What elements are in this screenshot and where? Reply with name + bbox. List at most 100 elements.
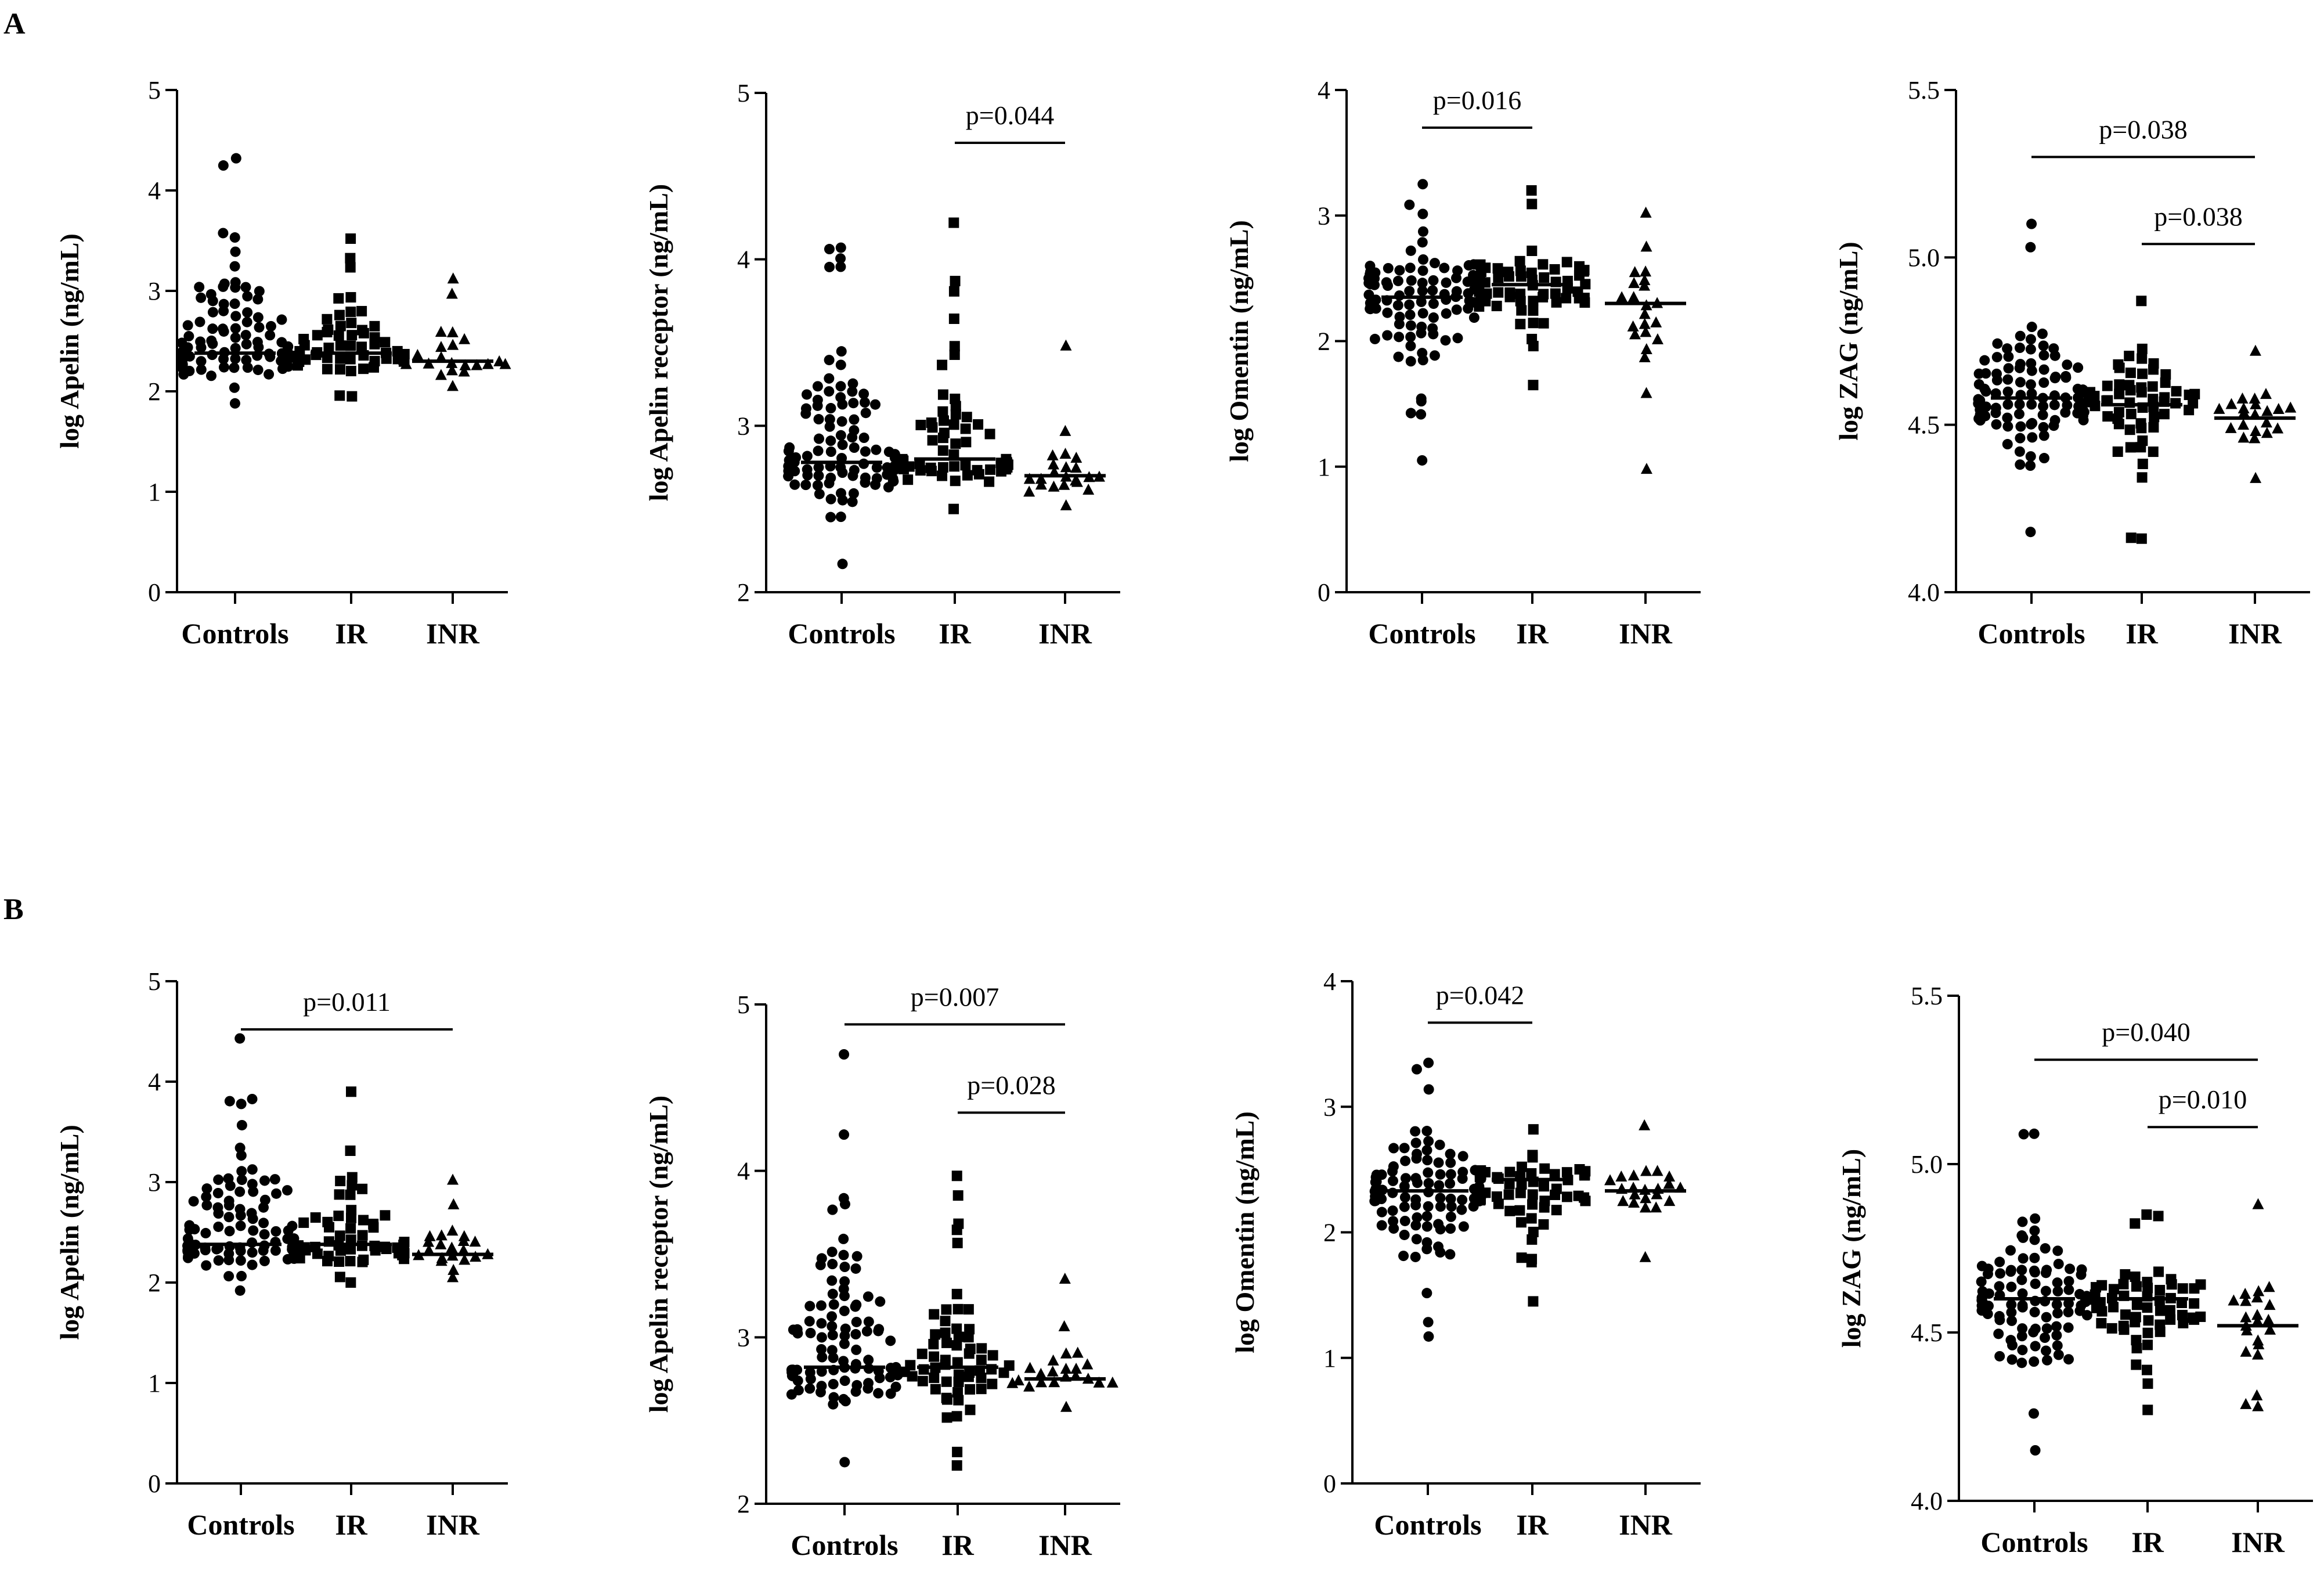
data-point-ir [1538,1181,1549,1192]
data-point-inr [2249,432,2261,444]
data-point-controls [859,397,870,408]
data-point-ir [2091,1302,2102,1313]
data-point-controls [850,1329,861,1340]
data-point-inr [446,326,459,337]
data-point-inr [499,358,511,369]
data-point-controls [229,232,240,243]
data-point-inr [1640,206,1652,218]
data-point-controls [194,282,205,293]
data-point-ir [2130,1272,2141,1283]
data-point-controls [229,382,240,393]
data-point-controls [1410,1173,1421,1184]
data-point-inr [1070,1362,1082,1374]
data-point-ir [335,320,346,332]
data-point-controls [1445,1249,1456,1260]
data-point-controls [2028,1327,2039,1338]
data-point-inr [1082,483,1095,495]
data-point-inr [424,1230,436,1241]
data-point-controls [1406,275,1417,286]
data-point-ir [1538,318,1549,329]
data-point-controls [2014,343,2025,354]
data-point-controls [827,1311,838,1322]
plot-b-3: 0 1 2 3 4 log Omentin (ng/mL) Controls IR INR p=0… [1230,967,1701,1541]
category-label: Controls [1977,617,2085,650]
data-point-ir [2114,388,2125,399]
data-point-ir [951,1411,962,1422]
data-point-controls [863,1378,874,1389]
data-point-controls [1417,278,1428,289]
data-point-ir [1539,272,1550,283]
data-point-ir [1527,1254,1538,1265]
y-tick-label: 1 [148,1369,161,1397]
data-point-controls [207,307,218,318]
category-label: INR [426,1508,480,1541]
data-point-controls [812,394,823,405]
data-point-controls [835,381,846,392]
y-tick-label: 5.5 [1908,76,1940,105]
data-point-controls [207,323,218,334]
data-point-ir [2102,380,2113,391]
data-point-ir [2096,1318,2107,1329]
data-point-inr [1059,448,1071,459]
data-point-controls [2038,422,2049,433]
data-point-inr [435,1238,447,1249]
data-point-controls [2029,1128,2040,1139]
data-point-inr [1047,1354,1059,1366]
data-point-ir [2177,1310,2188,1321]
data-point-controls [1990,388,2001,399]
data-point-controls [2002,412,2013,423]
category-label: INR [1038,1529,1092,1561]
data-point-ir [2148,358,2159,369]
data-point-controls [2027,432,2038,443]
data-point-controls [2051,1299,2062,1310]
data-point-controls [196,292,207,303]
data-point-controls [177,348,188,359]
data-point-controls [236,1119,247,1130]
data-point-controls [873,1326,884,1337]
data-point-controls [805,1374,816,1385]
data-point-controls [2030,1278,2041,1290]
data-point-inr [2240,1311,2252,1323]
data-point-ir [356,341,367,352]
data-point-ir [368,1222,379,1233]
data-point-controls [1458,1221,1469,1232]
data-point-ir [2108,1284,2119,1295]
data-point-controls [252,337,263,348]
data-point-ir [952,1190,963,1201]
data-point-controls [2006,1299,2017,1310]
y-tick-label: 5.0 [1908,243,1940,272]
data-point-ir [948,419,959,430]
data-point-controls [1423,1084,1434,1095]
data-point-ir [953,1377,964,1388]
data-point-ir [951,1288,962,1299]
data-point-ir [333,330,344,341]
data-point-inr [1035,1367,1047,1379]
data-point-ir [334,1189,345,1200]
plot-a-3: 0 1 2 3 4 log Omentin (ng/mL) Controls IR INR p=0… [1224,76,1701,650]
category-label: Controls [187,1508,294,1541]
data-point-controls [1382,330,1393,341]
data-point-controls [1405,320,1416,331]
data-point-ir [937,433,948,444]
category-label: IR [941,1529,974,1561]
data-point-ir [2131,1359,2142,1370]
data-point-ir [345,340,356,351]
plot-a-4: 4.0 4.5 5.0 5.5 log ZAG (ng/mL) Controls IR INR… [1834,76,2310,650]
data-point-controls [1388,1143,1399,1154]
data-point-controls [813,462,824,473]
data-point-controls [183,331,194,342]
data-point-ir [312,330,323,341]
data-point-ir [2159,409,2170,420]
data-point-controls [2037,409,2048,420]
data-point-ir [2135,442,2146,453]
data-point-ir [951,1460,962,1471]
y-tick-label: 3 [737,412,750,440]
data-point-ir [380,337,391,348]
data-point-inr [1060,339,1072,351]
data-point-inr [1070,462,1082,473]
data-point-controls [2006,1307,2017,1318]
data-point-ir [310,1212,321,1223]
data-point-ir [1539,1202,1550,1213]
y-tick-label: 3 [1323,1093,1336,1121]
data-point-controls [2026,218,2037,229]
